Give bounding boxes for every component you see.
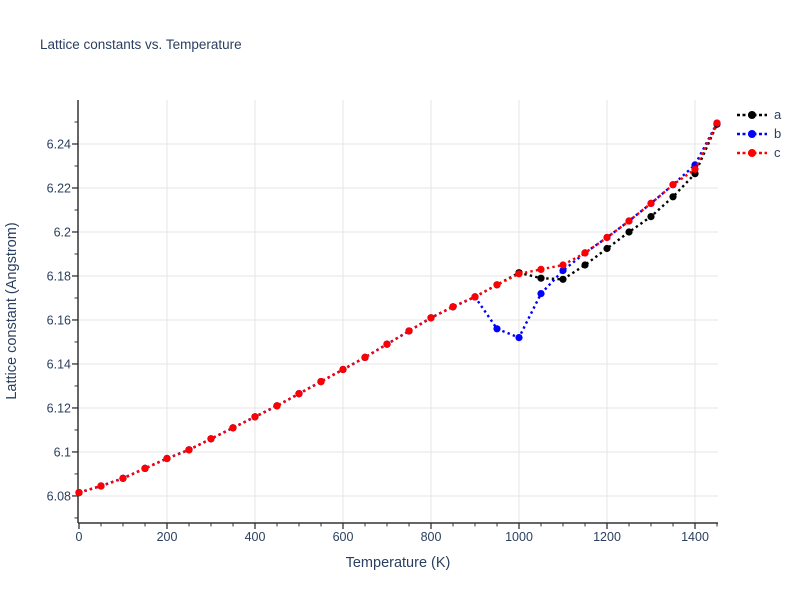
data-series [75,119,721,497]
series-a [75,120,721,497]
data-point-c [625,217,633,225]
data-point-c [405,327,413,335]
svg-text:6.2: 6.2 [54,225,71,239]
data-point-c [163,454,171,463]
tick-labels: 0 200 400 600 800 1000 1200 1400 6.08 6.1 6.12 6.14… [47,137,709,544]
data-point-a [559,275,567,283]
legend: a b c [736,106,781,163]
data-point-c [361,353,369,361]
data-point-c [97,482,105,490]
svg-text:6.08: 6.08 [47,489,71,503]
data-point-c [141,464,149,472]
legend-label-b: b [774,126,782,141]
legend-item-c[interactable]: c [736,144,781,162]
data-point-c [493,281,501,289]
data-point-c [317,378,325,386]
data-point-a [537,274,545,282]
data-point-c [383,340,391,348]
svg-text:1400: 1400 [681,530,709,544]
legend-label-c: c [774,145,781,160]
legend-line-marker-icon [737,130,767,138]
y-axis-title: Lattice constant (Angstrom) [4,222,20,399]
legend-line-marker-icon [737,111,767,119]
data-point-c [515,270,523,278]
data-point-c [471,293,479,301]
chart-title: Lattice constants vs. Temperature [40,37,242,52]
svg-text:0: 0 [76,530,83,544]
svg-text:1000: 1000 [505,530,533,544]
data-point-c [273,402,281,410]
data-point-a [581,261,589,269]
data-point-a [603,244,611,253]
svg-text:6.1: 6.1 [54,445,71,459]
data-point-c [691,165,699,173]
data-point-c [449,303,457,311]
data-point-c [427,314,435,322]
data-point-c [537,265,545,273]
data-point-c [669,181,677,189]
series-c [75,119,721,497]
svg-text:600: 600 [333,530,354,544]
svg-text:6.12: 6.12 [47,401,71,415]
svg-text:6.24: 6.24 [47,137,71,151]
data-point-c [229,424,237,432]
data-point-c [713,119,721,127]
legend-item-a[interactable]: a [736,106,781,124]
data-point-c [339,365,347,374]
series-b [75,119,721,497]
data-point-c [119,474,127,482]
data-point-b [493,325,501,333]
legend-item-b[interactable]: b [736,125,781,143]
data-point-c [295,390,303,398]
data-point-c [603,233,611,242]
gridlines [78,100,718,523]
legend-line-marker-icon [737,149,767,157]
x-axis-title: Temperature (K) [346,555,451,571]
data-point-b [537,290,545,298]
data-point-c [185,446,193,454]
svg-text:400: 400 [245,530,266,544]
data-point-b [515,334,523,342]
axes [72,100,718,529]
legend-label-a: a [774,107,782,122]
svg-text:800: 800 [421,530,442,544]
svg-text:6.18: 6.18 [47,269,71,283]
svg-text:6.14: 6.14 [47,357,71,371]
data-point-c [581,249,589,257]
data-point-a [647,213,655,221]
svg-text:200: 200 [157,530,178,544]
svg-text:6.22: 6.22 [47,181,71,195]
data-point-c [559,261,567,269]
data-point-b [559,266,567,275]
data-point-c [75,489,83,497]
data-point-c [251,413,259,421]
svg-text:1200: 1200 [593,530,621,544]
data-point-a [669,193,677,201]
data-point-c [207,435,215,443]
svg-text:6.16: 6.16 [47,313,71,327]
data-point-a [625,228,633,236]
data-point-c [647,199,655,207]
